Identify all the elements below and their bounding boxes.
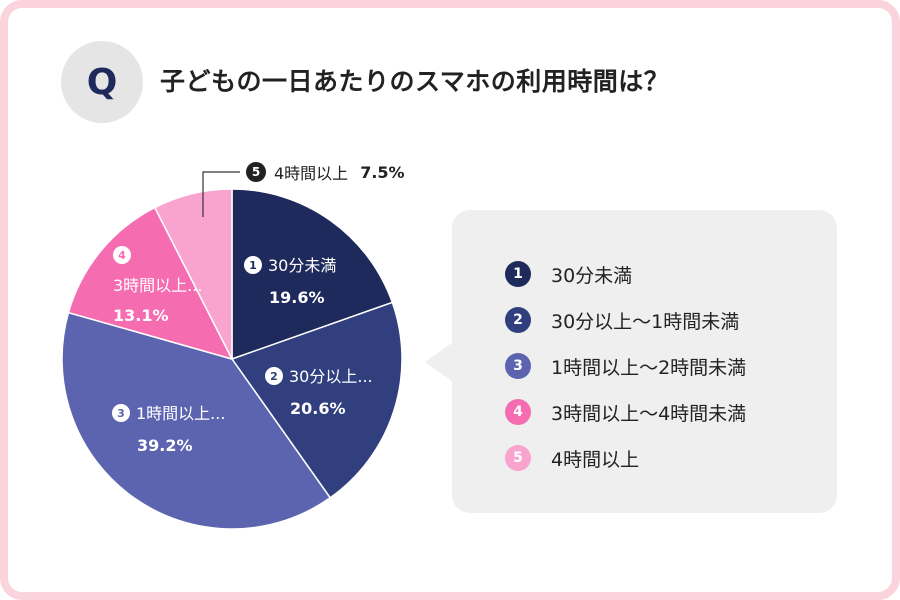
slice-number-badge xyxy=(244,256,262,274)
legend-number-badge: 1 xyxy=(505,261,531,287)
callout-number-badge: 5 xyxy=(246,162,266,182)
slice-label: 30分未満 xyxy=(268,256,336,275)
slice-number-badge xyxy=(112,404,130,422)
legend-item: 4 3時間以上〜4時間未満 xyxy=(505,389,746,435)
callout-leader-line xyxy=(202,171,240,217)
slice-number-badge xyxy=(265,367,283,385)
question-badge: Q xyxy=(61,41,143,123)
pie-slice-3 xyxy=(61,311,332,530)
legend-number-badge: 5 xyxy=(505,445,531,471)
legend: 1 30分未満 2 30分以上〜1時間未満 3 1時間以上〜2時間未満 4 3時… xyxy=(505,251,746,481)
slice-percent: 19.6% xyxy=(269,288,325,307)
callout-percent: 7.5% xyxy=(360,162,405,182)
legend-label: 3時間以上〜4時間未満 xyxy=(551,402,747,425)
slice-5-callout: 5 4時間以上 7.5% xyxy=(246,160,405,184)
slice-number-text: 3 xyxy=(117,407,125,420)
pie-slice-2 xyxy=(230,301,403,499)
legend-label: 30分未満 xyxy=(551,264,633,287)
legend-label: 1時間以上〜2時間未満 xyxy=(551,356,747,379)
slice-label: 30分以上... xyxy=(289,367,373,386)
pie-slices xyxy=(61,188,403,530)
legend-number-badge: 4 xyxy=(505,399,531,425)
legend-label: 4時間以上 xyxy=(551,448,640,471)
legend-number-badge: 3 xyxy=(505,353,531,379)
legend-bubble-tail xyxy=(425,342,453,382)
slice-percent: 39.2% xyxy=(137,436,193,455)
legend-item: 5 4時間以上 xyxy=(505,435,746,481)
slice-label: 1時間以上... xyxy=(136,404,225,423)
slice-number-text: 2 xyxy=(270,370,278,383)
slice-number-text: 1 xyxy=(249,259,257,272)
slice-percent: 20.6% xyxy=(290,399,346,418)
chart-title: 子どもの一日あたりのスマホの利用時間は？ xyxy=(160,67,670,96)
slice-label: 3時間以上... xyxy=(113,276,202,295)
callout-name: 4時間以上 xyxy=(274,164,349,183)
slice-number-badge xyxy=(113,246,131,264)
legend-item: 1 30分未満 xyxy=(505,251,746,297)
pie-labels: 1 30分未満 19.6% 2 30分以上... 20.6% 3 1時間以上... 39.2% 4… xyxy=(112,246,373,455)
slice-percent: 13.1% xyxy=(113,306,169,325)
legend-item: 2 30分以上〜1時間未満 xyxy=(505,297,746,343)
legend-label: 30分以上〜1時間未満 xyxy=(551,310,740,333)
pie-slice-4 xyxy=(67,206,234,361)
pie-slice-5 xyxy=(153,188,233,360)
legend-item: 3 1時間以上〜2時間未満 xyxy=(505,343,746,389)
slice-number-text: 4 xyxy=(118,249,126,262)
legend-number-badge: 2 xyxy=(505,307,531,333)
